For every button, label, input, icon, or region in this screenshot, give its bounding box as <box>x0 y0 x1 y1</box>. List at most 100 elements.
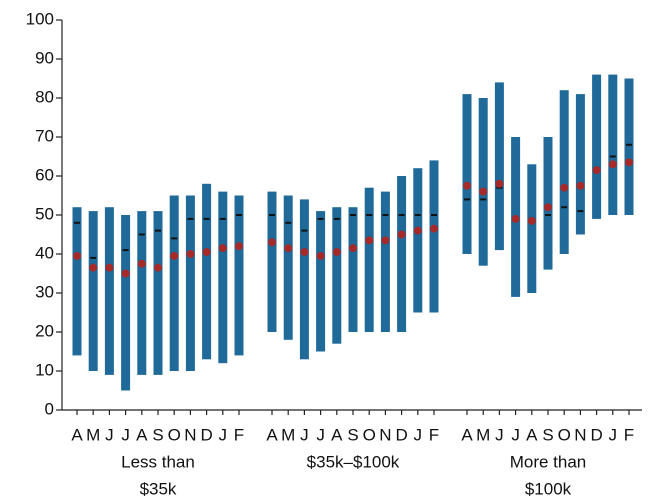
x-tick-label: D <box>200 425 212 444</box>
x-tick-label: J <box>219 425 228 444</box>
x-tick-label: N <box>184 425 196 444</box>
mean-dot <box>430 224 438 233</box>
mean-dot <box>154 263 162 272</box>
x-tick-label: F <box>234 425 244 444</box>
range-bar <box>104 207 114 375</box>
x-tick-label: A <box>331 425 343 444</box>
y-tick-label: 50 <box>35 204 54 223</box>
mean-dot <box>479 187 488 196</box>
x-tick-label: J <box>121 425 130 444</box>
x-tick-label: D <box>590 425 602 444</box>
x-tick-label: J <box>495 425 504 444</box>
range-bar <box>299 199 309 360</box>
x-tick-label: F <box>429 425 439 444</box>
x-tick-label: J <box>609 425 618 444</box>
y-tick-label: 90 <box>35 48 54 67</box>
mean-dot <box>332 248 341 257</box>
x-tick-label: N <box>379 425 391 444</box>
range-bar <box>624 78 634 215</box>
group-label: $35k <box>140 479 177 498</box>
mean-dot <box>463 181 471 190</box>
y-tick-label: 80 <box>35 87 54 106</box>
x-tick-label: N <box>574 425 586 444</box>
range-bar <box>429 160 439 313</box>
mean-dot <box>560 183 569 192</box>
range-bar <box>137 211 147 375</box>
x-tick-label: O <box>558 425 571 444</box>
x-tick-label: A <box>266 425 278 444</box>
y-tick-label: 40 <box>35 243 54 262</box>
x-tick-label: O <box>363 425 376 444</box>
x-tick-label: S <box>542 425 553 444</box>
y-tick-label: 20 <box>35 321 54 340</box>
range-bar <box>169 195 179 371</box>
range-bar <box>478 98 488 266</box>
x-tick-label: J <box>105 425 114 444</box>
mean-dot <box>544 203 552 212</box>
range-bar <box>332 207 342 344</box>
mean-dot <box>511 214 520 223</box>
range-bar <box>559 90 569 254</box>
y-tick-label: 70 <box>35 126 54 145</box>
x-tick-label: A <box>461 425 473 444</box>
range-bar <box>218 191 228 364</box>
x-tick-label: A <box>526 425 538 444</box>
range-bar <box>608 74 618 215</box>
y-tick-label: 60 <box>35 165 54 184</box>
range-bar <box>88 211 98 371</box>
mean-dot <box>365 236 374 245</box>
x-tick-label: J <box>414 425 423 444</box>
x-tick-label: M <box>281 425 295 444</box>
range-bar <box>153 211 163 375</box>
mean-dot <box>268 238 276 247</box>
x-tick-label: J <box>316 425 325 444</box>
mean-dot <box>202 248 211 257</box>
mean-dot <box>186 250 195 258</box>
y-tick-label: 10 <box>35 360 54 379</box>
mean-dot <box>235 242 243 251</box>
mean-dot <box>592 166 601 175</box>
mean-dot <box>397 230 406 239</box>
mean-dot <box>121 269 130 278</box>
range-bar <box>234 195 244 356</box>
range-bar <box>283 195 293 340</box>
x-tick-label: S <box>152 425 163 444</box>
y-tick-label: 30 <box>35 282 54 301</box>
mean-dot <box>284 244 293 253</box>
mean-dot <box>170 251 179 260</box>
y-tick-label: 100 <box>26 9 54 28</box>
range-bar <box>527 164 537 293</box>
x-tick-label: M <box>476 425 490 444</box>
range-bar <box>397 176 407 332</box>
mean-dot <box>137 259 146 268</box>
mean-dot <box>576 181 585 190</box>
mean-dot <box>316 251 325 260</box>
range-bar <box>592 74 602 219</box>
y-tick-label: 0 <box>45 399 54 418</box>
range-bar <box>185 195 195 371</box>
group-label: More than <box>510 452 587 471</box>
x-tick-label: F <box>624 425 634 444</box>
x-tick-label: A <box>136 425 148 444</box>
range-bar <box>413 168 423 313</box>
x-tick-label: A <box>71 425 83 444</box>
group-label: $35k–$100k <box>307 452 400 471</box>
range-bar <box>494 82 504 251</box>
x-tick-label: D <box>395 425 407 444</box>
range-bar <box>121 215 131 391</box>
range-bar <box>202 183 212 360</box>
x-tick-label: O <box>168 425 181 444</box>
x-tick-label: J <box>300 425 309 444</box>
mean-dot <box>300 248 309 257</box>
range-bar <box>348 207 358 332</box>
range-bar <box>267 191 277 332</box>
x-tick-label: S <box>347 425 358 444</box>
mean-dot <box>608 160 617 169</box>
mean-dot <box>495 179 504 188</box>
group-label: $100k <box>525 479 572 498</box>
mean-dot <box>625 158 633 167</box>
mean-dot <box>73 251 81 260</box>
range-bar <box>72 207 82 356</box>
mean-dot <box>413 226 422 235</box>
